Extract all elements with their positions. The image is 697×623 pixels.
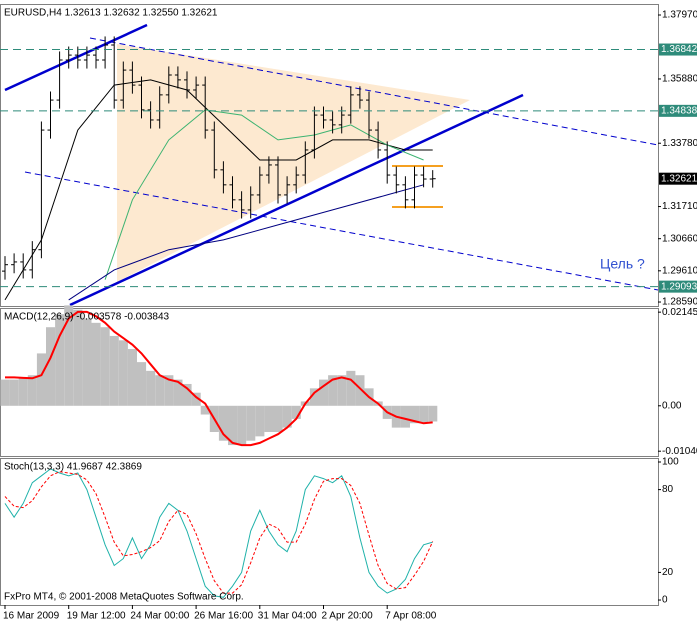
histogram-bar — [82, 318, 92, 406]
y-tick-label: 1.33780 — [662, 138, 697, 149]
moving-average — [68, 184, 424, 301]
x-tick-label: 19 Mar 12:00 — [67, 611, 126, 622]
x-tick-label: 24 Mar 00:00 — [130, 611, 189, 622]
histogram-bar — [182, 383, 192, 406]
level-label-box — [659, 280, 697, 293]
y-tick-label: 1.37970 — [662, 10, 697, 21]
y-tick-label: -0.01040 — [662, 446, 697, 457]
histogram-bar — [255, 405, 265, 437]
y-tick-label: 0.00 — [662, 400, 682, 411]
y-tick-label: 0.02145 — [662, 307, 697, 318]
histogram-bar — [9, 379, 19, 406]
histogram-bar — [400, 405, 410, 428]
histogram-bar — [55, 314, 65, 406]
stoch-line — [4, 468, 433, 598]
stoch-line — [4, 471, 434, 594]
level-label-box — [659, 104, 697, 117]
x-tick-label: 16 Mar 2009 — [3, 611, 60, 622]
y-tick-label: 20 — [662, 567, 674, 578]
histogram-bar — [337, 375, 347, 406]
level-label-box — [659, 43, 697, 56]
trend-line — [69, 93, 524, 307]
signal-line — [5, 310, 433, 447]
histogram-bar — [137, 362, 147, 406]
histogram-bar — [127, 349, 137, 406]
histogram-bar — [164, 375, 174, 406]
histogram-bar — [218, 405, 228, 441]
moving-average — [4, 79, 433, 301]
histogram-bar — [118, 340, 128, 406]
histogram-bar — [18, 377, 28, 406]
panel-title: MACD(12,26,9) -0.003578 -0.003843 — [4, 312, 170, 323]
histogram-bar — [64, 305, 74, 406]
histogram-bar — [36, 353, 46, 406]
histogram-bar — [246, 405, 256, 441]
x-tick-label: 7 Apr 08:00 — [385, 611, 437, 622]
y-tick-label: 1.30660 — [662, 233, 697, 244]
histogram-bar — [109, 335, 119, 406]
panel-frame — [0, 4, 659, 307]
histogram-bar — [173, 379, 183, 406]
copyright: FxPro MT4, © 2001-2008 MetaQuotes Softwa… — [4, 592, 244, 603]
histogram-bar — [273, 405, 283, 432]
y-tick-label: 0 — [662, 595, 668, 606]
histogram-bar — [328, 375, 338, 406]
histogram-bar — [410, 405, 420, 424]
histogram-bar — [291, 405, 301, 419]
last-price: 1.32621 — [661, 173, 697, 184]
histogram-bar — [146, 370, 156, 406]
histogram-bar — [309, 388, 319, 406]
histogram-bar — [155, 375, 165, 406]
histogram-bar — [27, 375, 37, 406]
histogram-bar — [73, 309, 83, 406]
histogram-bar — [355, 375, 365, 406]
panel-title: Stoch(13,3,3) 41.9687 42.3869 — [4, 462, 142, 473]
histogram-bar — [191, 392, 201, 406]
trend-line — [89, 37, 659, 146]
histogram-bar — [428, 405, 438, 422]
level-label: 1.34838 — [661, 105, 697, 116]
x-tick-label: 26 Mar 16:00 — [194, 611, 253, 622]
histogram-bar — [46, 327, 56, 406]
trend-line — [4, 23, 148, 92]
x-tick-label: 2 Apr 20:00 — [322, 611, 374, 622]
histogram-bar — [200, 405, 210, 415]
y-tick-label: 1.31710 — [662, 201, 697, 212]
y-tick-label: 80 — [662, 484, 674, 495]
y-tick-label: 100 — [662, 457, 679, 468]
histogram-bar — [100, 327, 110, 406]
annotation: Цель ? — [600, 256, 645, 272]
y-tick-label: 1.28590 — [662, 297, 697, 308]
panel-title: EURUSD,H4 1.32613 1.32632 1.32550 1.3262… — [4, 8, 218, 19]
level-label: 1.29093 — [661, 281, 697, 292]
histogram-bar — [264, 405, 274, 432]
level-label: 1.36842 — [661, 44, 697, 55]
y-tick-label: 1.29610 — [662, 265, 697, 276]
histogram-bar — [346, 370, 356, 406]
histogram-bar — [419, 405, 429, 424]
panel-frame — [0, 458, 659, 606]
histogram-bar — [228, 405, 238, 446]
histogram-bar — [91, 322, 101, 406]
x-tick-label: 31 Mar 04:00 — [258, 611, 317, 622]
last-price-box — [659, 172, 697, 185]
histogram-bar — [237, 405, 247, 446]
histogram-bar — [319, 379, 329, 406]
trend-line — [24, 171, 659, 291]
y-tick-label: 1.35880 — [662, 74, 697, 85]
histogram-bar — [282, 405, 292, 428]
histogram-bar — [0, 379, 10, 406]
